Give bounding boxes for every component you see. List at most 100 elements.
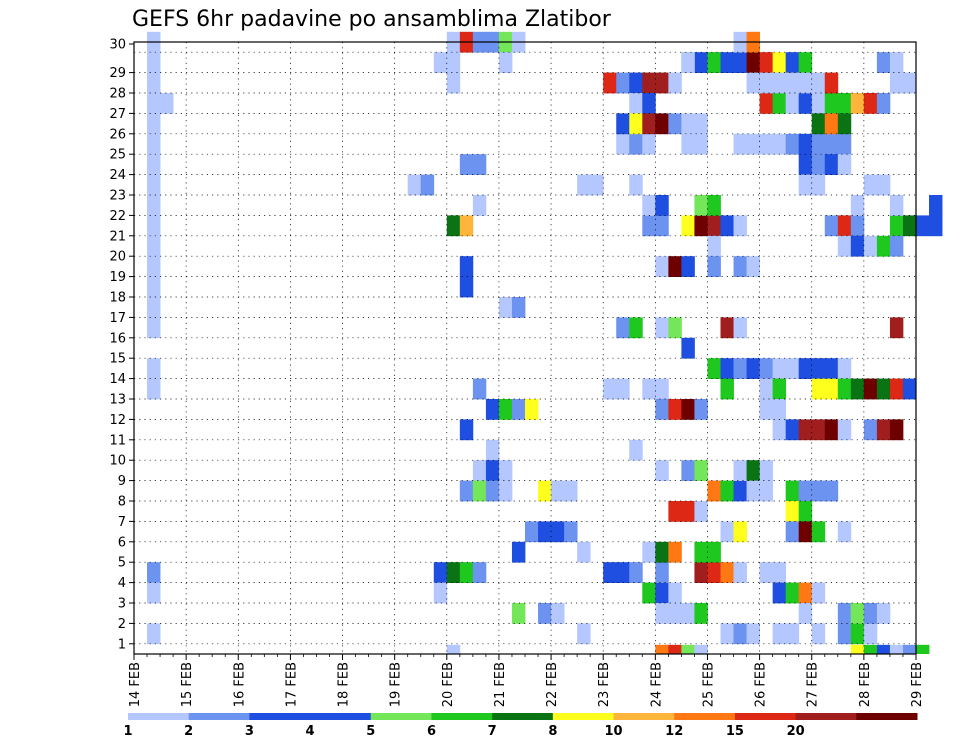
y-tick-label: 1	[118, 637, 126, 652]
x-tick-label: 23 FEB	[597, 662, 612, 707]
y-tick-label: 17	[109, 311, 126, 326]
heatmap-cell	[785, 358, 800, 379]
heatmap-cell	[746, 480, 760, 502]
legend-label: 20	[787, 724, 805, 739]
heatmap-cell	[590, 174, 604, 196]
heatmap-cell	[876, 644, 891, 654]
heatmap-cell	[798, 582, 813, 604]
heatmap-cell	[681, 603, 695, 624]
heatmap-cell	[746, 460, 760, 481]
heatmap-cell	[147, 358, 161, 379]
heatmap-cell	[642, 113, 656, 135]
heatmap-cell	[655, 195, 669, 216]
heatmap-cell	[147, 72, 161, 94]
heatmap-cell	[733, 480, 747, 502]
heatmap-cell	[902, 644, 917, 654]
y-axis: 1234567891011121314151617181920212223242…	[109, 38, 134, 652]
heatmap-cell	[147, 276, 161, 298]
heatmap-cell	[772, 582, 787, 604]
heatmap-cell	[459, 419, 474, 441]
heatmap-cell	[577, 623, 591, 645]
heatmap-cell	[889, 235, 904, 257]
heatmap-cell	[459, 154, 474, 175]
heatmap-cell	[147, 133, 161, 155]
heatmap-cell	[681, 133, 695, 155]
heatmap-cell	[668, 113, 682, 135]
y-tick-label: 21	[109, 229, 126, 244]
heatmap-cell	[798, 358, 813, 379]
heatmap-cell	[759, 72, 774, 94]
heatmap-cell	[694, 501, 708, 522]
heatmap-cell	[551, 521, 565, 543]
heatmap-cell	[916, 215, 930, 237]
legend-swatch	[674, 713, 736, 720]
heatmap-cell	[785, 52, 800, 73]
heatmap-cell	[759, 378, 774, 400]
y-tick-label: 23	[109, 189, 126, 204]
y-tick-label: 14	[109, 372, 126, 387]
y-tick-label: 19	[109, 270, 126, 285]
heatmap-cell	[733, 562, 747, 583]
heatmap-cell	[746, 52, 760, 73]
y-tick-label: 13	[109, 393, 126, 408]
heatmap-cell	[798, 52, 813, 73]
heatmap-cell	[889, 52, 904, 73]
heatmap-cell	[811, 154, 826, 175]
legend-swatch	[795, 713, 857, 720]
heatmap-cell	[446, 215, 461, 237]
heatmap-cell	[746, 256, 760, 277]
heatmap-cell	[811, 582, 826, 604]
y-tick-label: 18	[109, 291, 126, 306]
x-tick-label: 26 FEB	[754, 662, 769, 707]
heatmap-cell	[407, 174, 422, 196]
heatmap-cell	[798, 72, 813, 94]
heatmap-cell	[668, 72, 682, 94]
heatmap-cells	[147, 31, 943, 654]
heatmap-cell	[798, 174, 813, 196]
heatmap-cell	[498, 52, 513, 73]
heatmap-cell	[733, 623, 747, 645]
heatmap-cell	[824, 93, 839, 114]
legend-swatch	[128, 713, 190, 720]
heatmap-cell	[629, 317, 643, 339]
heatmap-cell	[616, 133, 630, 155]
heatmap-cell	[668, 541, 682, 563]
heatmap-cell	[811, 133, 826, 155]
heatmap-cell	[837, 623, 852, 645]
heatmap-cell	[681, 337, 695, 359]
heatmap-cell	[785, 582, 800, 604]
heatmap-cell	[681, 52, 695, 73]
heatmap-cell	[681, 256, 695, 277]
x-axis: 14 FEB 15 FEB 16 FEB 17 FEB 18 FEB 19 FEB 20 F…	[128, 654, 925, 707]
heatmap-cell	[785, 480, 800, 502]
heatmap-cell	[824, 154, 839, 175]
heatmap-cell	[681, 501, 695, 522]
heatmap-cell	[446, 72, 461, 94]
heatmap-cell	[772, 133, 787, 155]
heatmap-cell	[876, 93, 891, 114]
color-legend: 1 2 3 4 5 6 7 8 10 12 15 20	[123, 713, 918, 739]
x-tick-label: 21 FEB	[493, 662, 508, 707]
heatmap-cell	[642, 133, 656, 155]
heatmap-cell	[772, 562, 787, 583]
y-tick-label: 8	[118, 495, 126, 510]
heatmap-cell	[629, 133, 643, 155]
heatmap-cell	[811, 113, 826, 135]
legend-label: 6	[427, 724, 436, 739]
legend-swatch	[492, 713, 554, 720]
heatmap-cell	[472, 460, 487, 481]
heatmap-cell	[902, 378, 917, 400]
heatmap-cell	[668, 317, 682, 339]
x-tick-label: 16 FEB	[232, 662, 247, 707]
y-tick-label: 25	[109, 148, 126, 163]
heatmap-cell	[485, 439, 500, 461]
y-tick-label: 6	[118, 535, 126, 550]
y-tick-label: 3	[118, 597, 126, 612]
heatmap-cell	[694, 133, 708, 155]
heatmap-cell	[459, 215, 474, 237]
heatmap-cell	[681, 113, 695, 135]
heatmap-cell	[642, 378, 656, 400]
heatmap-cell	[446, 644, 461, 654]
heatmap-cell	[759, 480, 774, 502]
heatmap-cell	[772, 419, 787, 441]
